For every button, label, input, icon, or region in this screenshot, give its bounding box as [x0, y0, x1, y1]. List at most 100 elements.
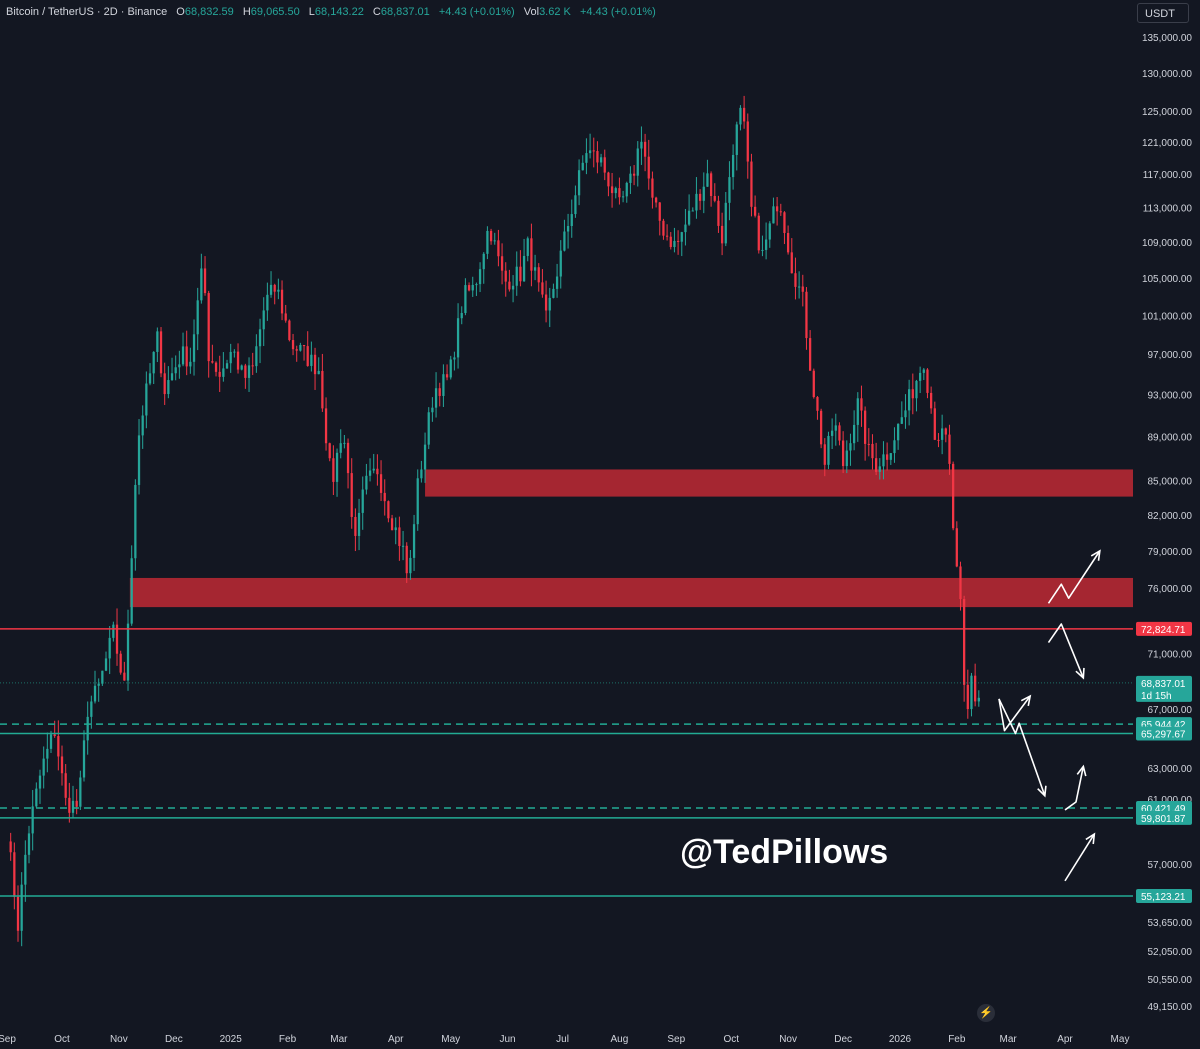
candle-body [504, 270, 507, 282]
candle-body [882, 454, 885, 467]
candle-body [86, 716, 89, 741]
price-axis[interactable]: 135,000.00 130,000.00 125,000.00 121,000.00… [1136, 33, 1192, 1013]
price-tick-label: 130,000.00 [1142, 69, 1192, 80]
candle-body [717, 200, 720, 226]
candle-body [115, 624, 119, 654]
candle-body [291, 340, 295, 350]
candle-body [152, 351, 155, 374]
price-tick-label: 97,000.00 [1148, 350, 1193, 361]
candle-body [805, 291, 808, 339]
candle-body [167, 380, 170, 395]
candle-body [977, 697, 980, 702]
time-tick-label: Nov [779, 1034, 797, 1045]
high-label: H [242, 6, 251, 18]
candle-body [104, 658, 108, 671]
time-tick-label: Sep [0, 1034, 16, 1045]
candle-body [299, 345, 302, 351]
open-label: O [176, 6, 185, 18]
candle-body [709, 173, 713, 197]
candle-body [321, 370, 324, 409]
candle-body [134, 484, 137, 559]
candle-body [368, 470, 372, 476]
price-tick-label: 135,000.00 [1142, 33, 1192, 44]
candle-body [145, 383, 148, 416]
candle-body [112, 624, 115, 638]
candle-body [335, 452, 339, 482]
candle-body [676, 240, 680, 242]
time-tick-label: 2026 [889, 1034, 912, 1045]
candle-body [640, 141, 643, 149]
candle-body [735, 124, 738, 155]
candle-body [398, 527, 401, 546]
currency-button[interactable]: USDT [1137, 3, 1189, 23]
price-tick-label: 93,000.00 [1148, 390, 1193, 401]
candle-body [343, 442, 346, 444]
candle-body [390, 518, 394, 531]
price-tick-label: 105,000.00 [1142, 274, 1192, 285]
time-axis[interactable]: Sep Oct Nov Dec 2025 Feb Mar Apr May Jun Jul Aug Sep… [0, 1034, 1129, 1045]
candle-body [211, 361, 214, 363]
candle-body [918, 372, 922, 381]
price-tick-label: 67,000.00 [1148, 705, 1193, 716]
time-tick-label: Oct [54, 1034, 70, 1045]
candle-body [830, 430, 834, 436]
candle-body [57, 736, 60, 757]
candle-body [959, 566, 962, 600]
candle-body [874, 458, 878, 472]
candle-body [930, 392, 933, 409]
candle-body [207, 293, 210, 362]
candle-body [889, 453, 892, 460]
lightning-icon[interactable]: ⚡ [977, 1004, 995, 1022]
candle-body [489, 230, 493, 242]
candle-body [295, 349, 298, 351]
candle-body [93, 685, 97, 702]
candle-body [53, 734, 56, 737]
price-level-label: 68,837.01 [1141, 679, 1186, 690]
candle-body [126, 623, 130, 681]
price-tick-label: 50,550.00 [1148, 975, 1193, 986]
candle-body [174, 367, 177, 374]
symbol-title[interactable]: Bitcoin / TetherUS · 2D · Binance [6, 6, 168, 18]
candle-body [75, 800, 78, 807]
candle-body [456, 318, 460, 358]
candle-body [475, 284, 478, 286]
time-tick-label: Apr [1057, 1034, 1073, 1045]
candle-body [860, 398, 863, 411]
candle-body [405, 545, 408, 574]
candle-body [790, 252, 793, 274]
time-tick-label: Sep [667, 1034, 685, 1045]
price-level-label: 65,297.67 [1141, 730, 1186, 741]
candle-body [926, 369, 929, 393]
candle-body [849, 443, 852, 451]
candle-body [728, 177, 731, 203]
candle-body [431, 407, 434, 413]
time-tick-label: Dec [834, 1034, 852, 1045]
candle-body [581, 162, 584, 171]
arrow-head [1076, 764, 1087, 777]
candle-body [214, 362, 218, 372]
candle-body [834, 425, 837, 431]
candle-body [603, 157, 606, 173]
candle-body [952, 463, 955, 529]
candle-body [764, 239, 768, 250]
price-tick-label: 49,150.00 [1148, 1002, 1193, 1013]
candle-body [559, 250, 562, 277]
candle-body [82, 740, 86, 778]
low-label: L [308, 6, 315, 18]
candle-body [625, 182, 628, 197]
candle-body [753, 206, 757, 216]
time-tick-label: Aug [611, 1034, 629, 1045]
candle-body [585, 153, 588, 163]
candle-body [900, 417, 903, 424]
candle-body [372, 468, 375, 471]
candle-body [629, 173, 632, 183]
candle-body [313, 354, 317, 375]
candle-body [588, 150, 592, 154]
candle-body [189, 361, 192, 367]
candle-body [511, 285, 515, 290]
candle-body [236, 351, 240, 370]
candle-body [49, 734, 53, 749]
arrow-head [1037, 785, 1047, 798]
candle-body [379, 474, 383, 493]
